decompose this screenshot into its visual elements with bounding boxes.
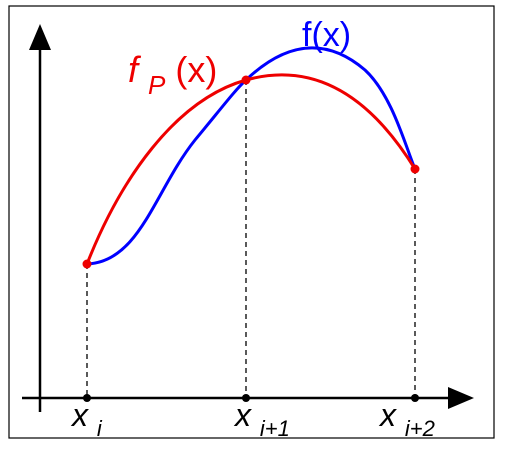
x-axis-arrowhead (448, 387, 474, 409)
axes (22, 24, 474, 412)
tick-label-xi: x i (70, 397, 103, 441)
tick-label-xi1-sub: i+1 (260, 416, 290, 441)
tick-dot-xi2 (411, 394, 419, 402)
fp-curve-label-sub: P (148, 70, 166, 100)
point-xi2 (410, 164, 420, 174)
tick-label-xi2: x i+2 (378, 397, 435, 441)
f-curve-label: f(x) (302, 16, 351, 54)
x-axis-ticks (83, 394, 419, 402)
point-xi (82, 259, 92, 269)
y-axis-arrowhead (29, 24, 51, 50)
tick-label-xi1-base: x (233, 397, 252, 433)
fp-curve-label-base: f (128, 49, 142, 90)
tick-label-xi-sub: i (97, 416, 103, 441)
interpolation-points (82, 75, 420, 269)
fp-curve-label-tail: (x) (175, 49, 217, 90)
guide-lines (86, 80, 416, 398)
figure-frame (8, 5, 495, 439)
tick-dot-xi1 (242, 394, 250, 402)
f-curve-label-text: f(x) (302, 16, 351, 54)
tick-label-xi1: x i+1 (233, 397, 290, 441)
point-xi1 (241, 75, 251, 85)
tick-label-xi2-base: x (378, 397, 397, 433)
tick-label-xi-base: x (70, 397, 89, 433)
tick-dot-xi (83, 394, 91, 402)
tick-label-xi2-sub: i+2 (405, 416, 435, 441)
fp-curve-label: f P (x) (128, 49, 217, 102)
